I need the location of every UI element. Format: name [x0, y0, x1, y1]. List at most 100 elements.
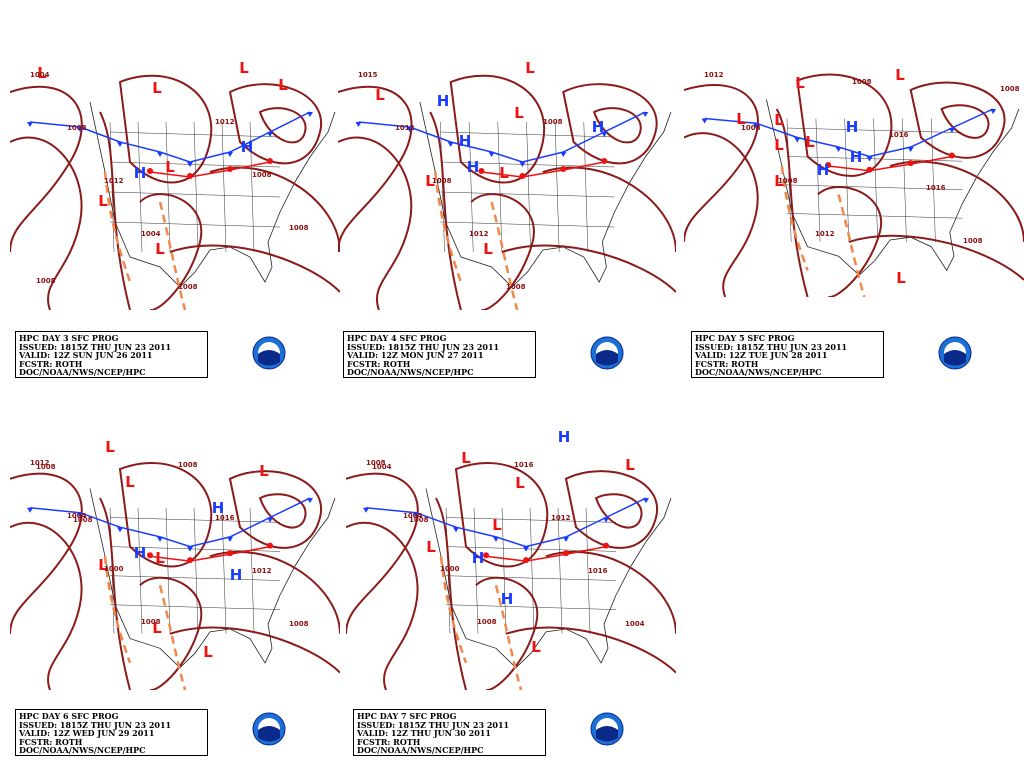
state-border — [249, 121, 255, 253]
high-pressure-symbol: H — [241, 138, 254, 156]
low-pressure-symbol: L — [239, 59, 249, 77]
warm-front-bump — [907, 160, 914, 167]
isobar-label: 1008 — [778, 177, 798, 185]
state-border — [137, 507, 143, 634]
low-pressure-symbol: L — [155, 549, 165, 567]
isobar-line — [346, 472, 419, 634]
info-line-valid: VALID: 12Z MON JUN 27 2011 — [347, 350, 484, 361]
warm-front-bump — [267, 158, 273, 164]
isobar-line — [796, 73, 893, 177]
warm-front-bump — [147, 168, 153, 174]
isobar-line — [501, 244, 676, 293]
state-border — [529, 507, 535, 634]
isobar-line — [562, 83, 658, 165]
info-line-title: HPC DAY 7 SFC PROG — [357, 711, 457, 721]
isobar-label: 1008 — [741, 124, 761, 132]
warm-front — [149, 161, 271, 178]
low-pressure-symbol: L — [105, 438, 115, 456]
warm-front-bump — [948, 152, 955, 159]
isobar-line — [209, 550, 340, 634]
cold-front-barb — [413, 512, 419, 518]
high-pressure-symbol: H — [134, 544, 147, 562]
isobar-line — [99, 111, 131, 310]
isobar-line — [775, 108, 809, 297]
warm-front-bump — [519, 173, 526, 179]
isobar-label: 1008 — [289, 620, 309, 628]
isobar-label: 1016 — [514, 461, 534, 469]
cold-front-barb — [794, 137, 801, 143]
isobar-line — [470, 193, 535, 310]
state-border — [445, 604, 617, 610]
low-pressure-symbol: L — [203, 643, 213, 661]
isobar-label: 1008 — [73, 516, 93, 524]
map-panel-4 — [338, 74, 676, 310]
state-border — [844, 118, 850, 242]
low-pressure-symbol: L — [805, 133, 815, 151]
cold-front — [704, 108, 994, 158]
isobar-line — [99, 497, 131, 690]
isobar-line — [505, 626, 676, 674]
cold-front-barb — [701, 118, 708, 124]
state-border — [557, 507, 563, 634]
isobar-line — [454, 462, 549, 568]
warm-front-bump — [603, 542, 609, 549]
isobar-label: 1008 — [543, 118, 563, 126]
isobar-label: 1008 — [178, 283, 198, 291]
isobar-line — [10, 472, 83, 634]
cold-front — [29, 497, 311, 548]
isobar-line — [475, 576, 539, 690]
low-pressure-symbol: L — [426, 538, 436, 556]
isobar-line — [346, 521, 419, 690]
isobar-line — [429, 111, 462, 310]
state-border — [221, 121, 227, 253]
isobar-label: 1004 — [30, 71, 50, 79]
isobar-label: 1012 — [551, 514, 571, 522]
warm-front-bump — [523, 557, 529, 564]
map-panel-3 — [10, 74, 340, 310]
low-pressure-symbol: L — [774, 172, 784, 190]
isobar-label: 1008 — [506, 283, 526, 291]
isobar-line — [817, 185, 883, 297]
isobar-line — [435, 497, 467, 690]
isobar-line — [542, 166, 676, 253]
info-line-forecaster: FCSTR: ROTH — [695, 358, 759, 369]
warm-front-bump — [866, 166, 873, 173]
isobar-label: 1008 — [252, 171, 272, 179]
isobar-line — [169, 626, 340, 674]
warm-front — [149, 545, 271, 562]
trough-line — [434, 171, 463, 283]
cold-front-barb — [907, 147, 914, 152]
map-panel-5 — [684, 73, 1024, 297]
info-line-title: HPC DAY 6 SFC PROG — [19, 711, 119, 721]
info-line-valid: VALID: 12Z WED JUN 29 2011 — [19, 728, 155, 739]
warm-front — [481, 161, 605, 178]
high-pressure-symbol: H — [467, 158, 480, 176]
isobar-line — [909, 81, 1006, 159]
trough-line — [780, 165, 809, 271]
isobar-label: 1000 — [440, 565, 460, 573]
isobar-label: 1004 — [372, 463, 392, 471]
isobar-line — [338, 85, 413, 253]
isobar-label: 1016 — [215, 514, 235, 522]
state-border — [583, 121, 589, 253]
isobar-label: 1016 — [588, 567, 608, 575]
low-pressure-symbol: L — [525, 59, 535, 77]
high-pressure-symbol: H — [459, 132, 472, 150]
high-pressure-symbol: H — [437, 92, 450, 110]
info-line-forecaster: FCSTR: ROTH — [19, 358, 83, 369]
isobar-line — [564, 470, 659, 549]
cold-front-barb — [603, 517, 609, 523]
state-border — [815, 118, 821, 242]
isobar-label: 1012 — [215, 118, 235, 126]
isobar-line — [169, 244, 340, 293]
low-pressure-symbol: L — [125, 473, 135, 491]
state-border — [526, 121, 531, 253]
state-border — [873, 118, 878, 242]
warm-front-bump — [563, 550, 569, 557]
high-pressure-symbol: H — [846, 118, 859, 136]
isobar-line — [684, 84, 759, 242]
isobar-label: 1008 — [852, 78, 872, 86]
cold-front-barb — [866, 156, 873, 162]
cold-front-barb — [601, 132, 608, 137]
